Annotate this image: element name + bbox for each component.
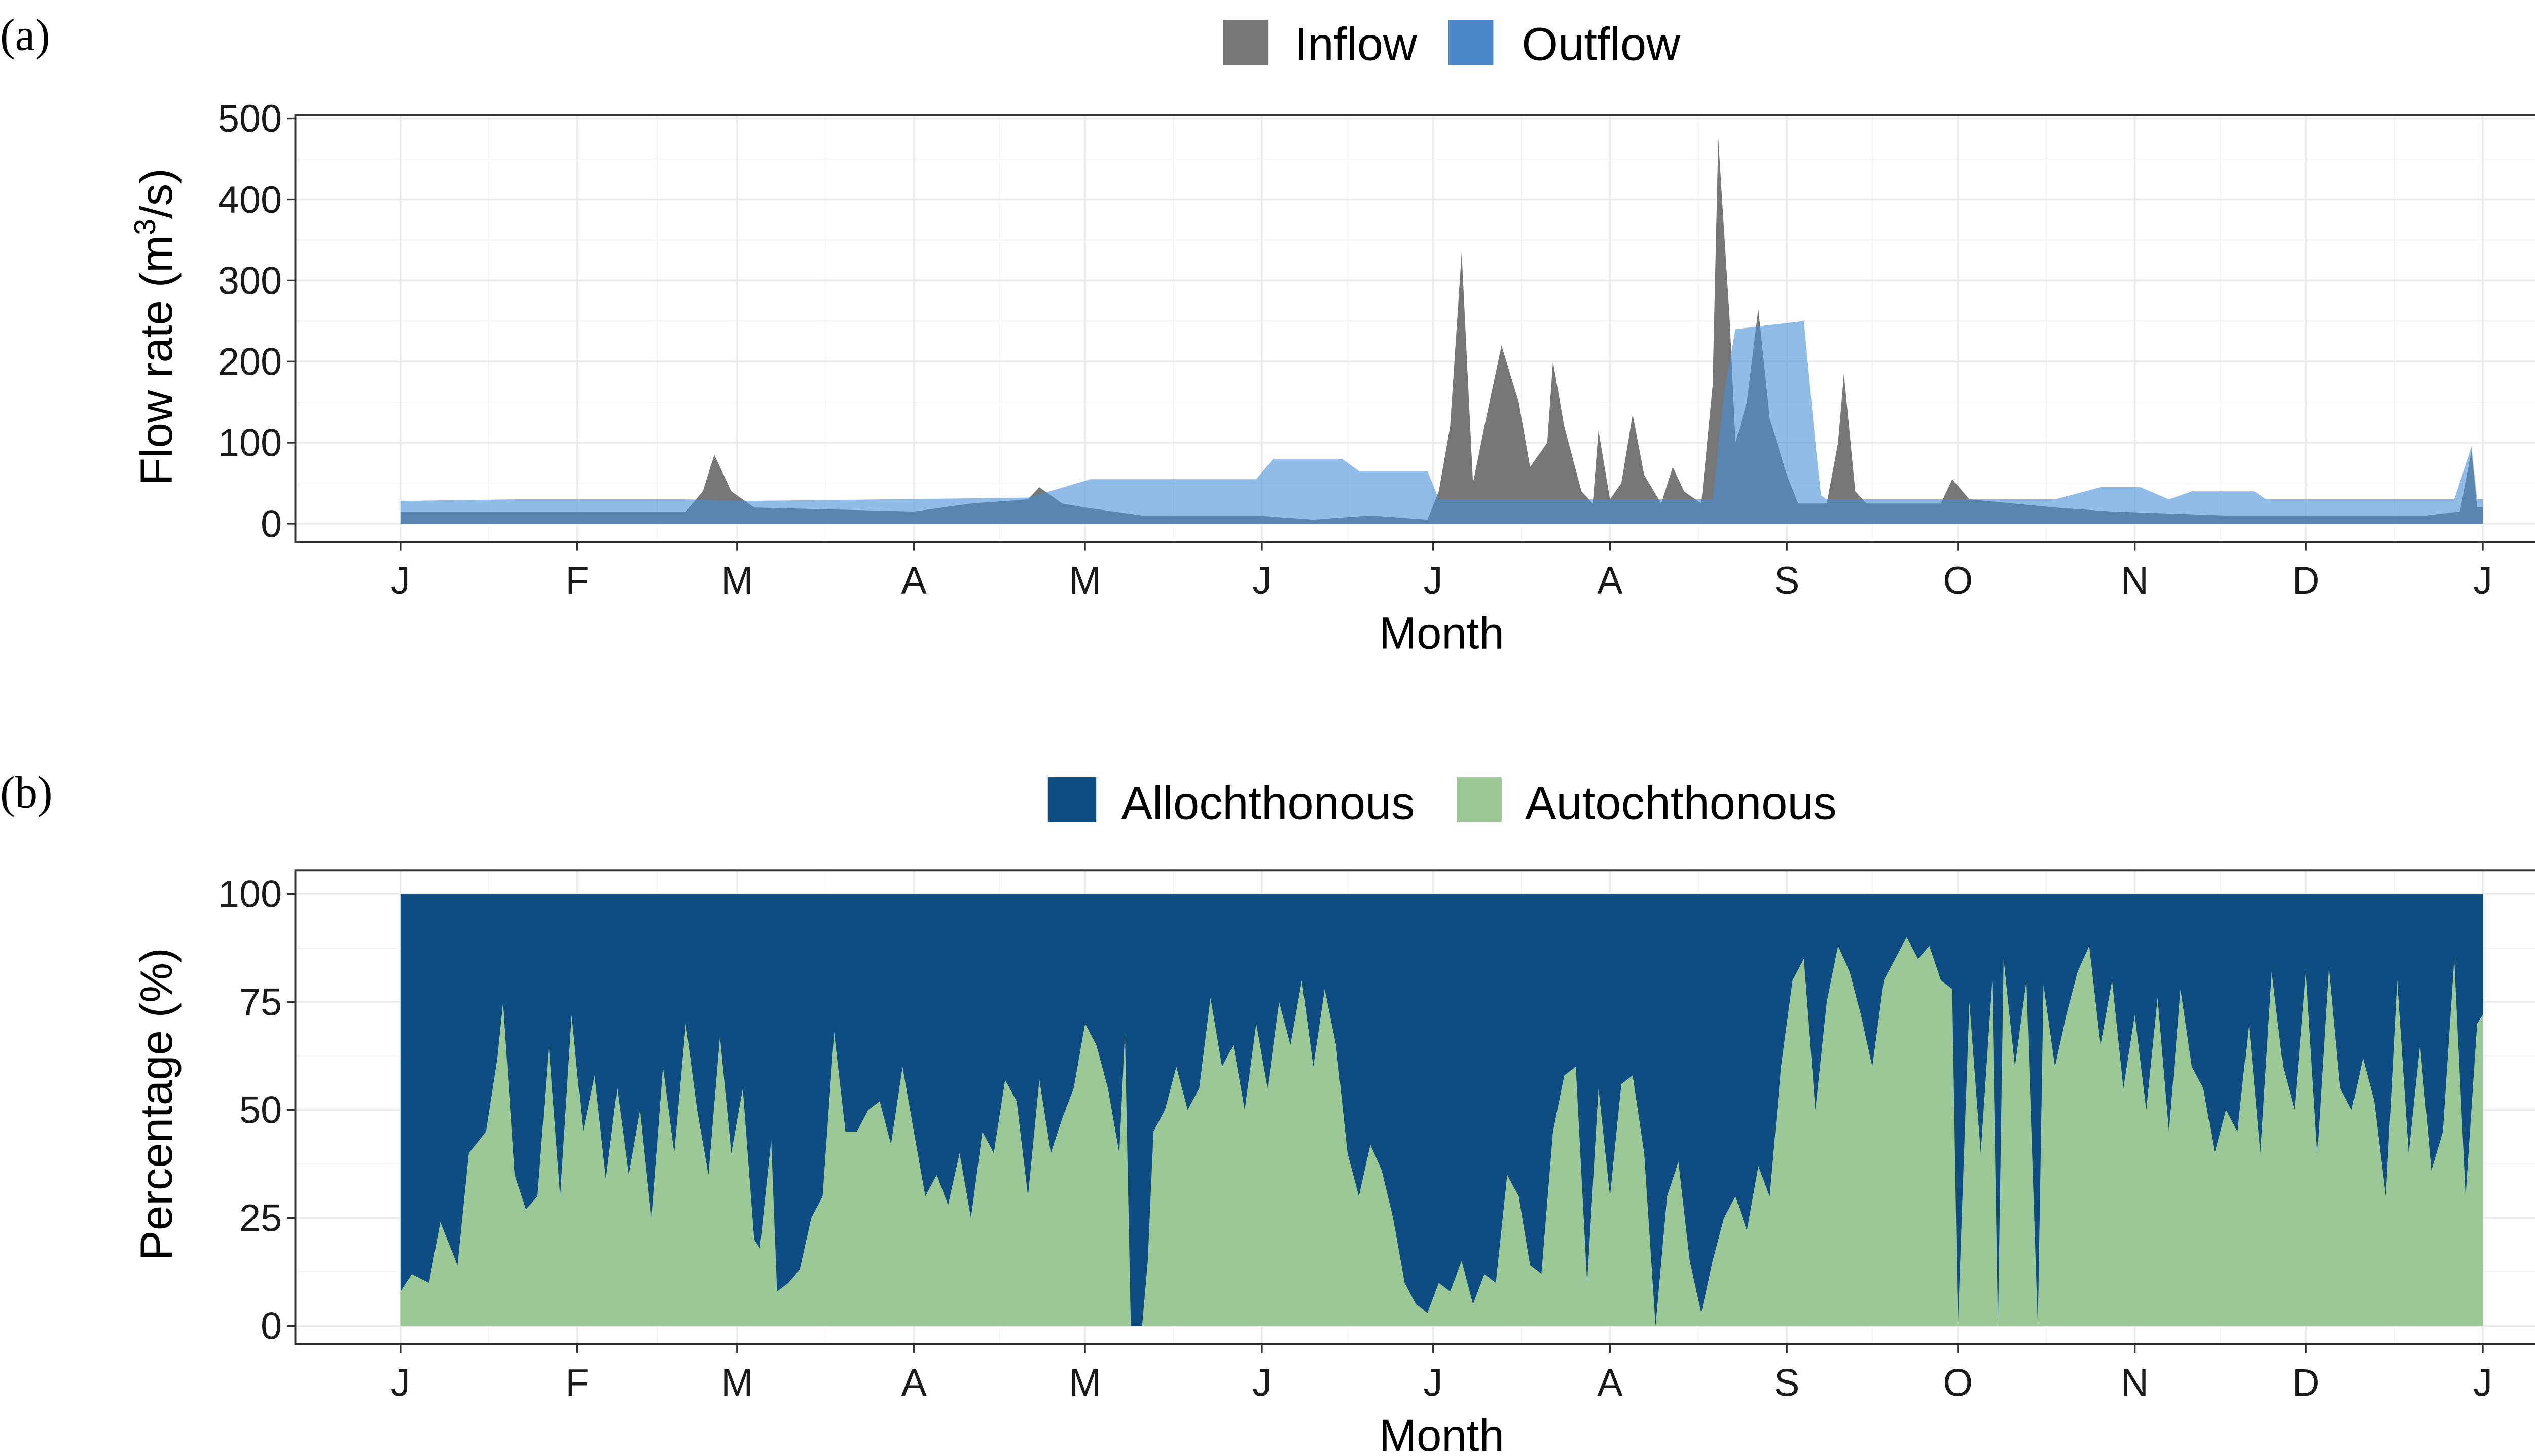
y-tick-label: 0 (261, 1305, 282, 1348)
legend-swatch-autochthonous (1457, 777, 1502, 822)
y-axis-title-a: Flow rate (m3/s) (128, 168, 182, 485)
x-tick-label: J (1252, 1362, 1272, 1405)
y-tick-label: 100 (218, 421, 282, 464)
x-tick-label: J (2473, 559, 2492, 602)
y-tick-label: 0 (261, 502, 282, 545)
legend-swatch-inflow (1223, 20, 1269, 65)
x-tick-label: J (2473, 1362, 2492, 1405)
autochthonous-area (400, 937, 2483, 1326)
x-tick-label: S (1774, 1362, 1799, 1405)
legend-swatch-outflow (1448, 20, 1494, 65)
legend-label-outflow: Outflow (1522, 18, 1680, 70)
y-tick-label: 300 (218, 260, 282, 303)
y-tick-label: 25 (239, 1197, 282, 1240)
y-tick-label: 400 (218, 178, 282, 222)
y-tick-label: 100 (218, 873, 282, 916)
x-tick-label: M (721, 1362, 753, 1405)
x-tick-label: J (1424, 559, 1443, 602)
x-tick-label: S (1774, 559, 1799, 602)
x-tick-label: O (1943, 559, 1973, 602)
legend-label-allochthonous: Allochthonous (1121, 777, 1415, 829)
y-tick-label: 50 (239, 1089, 282, 1132)
panel-border (294, 114, 2535, 543)
x-axis-title-a: Month (1379, 608, 1504, 659)
x-tick-label: A (901, 559, 927, 602)
panel-a-label: (a) (0, 11, 50, 60)
legend-swatch-allochthonous (1047, 777, 1097, 822)
panel-background (295, 115, 2535, 542)
y-axis-title-b: Percentage (%) (131, 948, 182, 1260)
x-tick-label: N (2121, 559, 2149, 602)
x-tick-label: O (1943, 1362, 1973, 1405)
x-tick-label: J (391, 559, 410, 602)
y-tick-label: 500 (218, 97, 282, 140)
x-tick-label: D (2292, 559, 2320, 602)
x-tick-label: J (391, 1362, 410, 1405)
x-tick-label: F (566, 559, 589, 602)
x-axis-title-b: Month (1379, 1410, 1504, 1456)
y-tick-label: 200 (218, 341, 282, 384)
y-tick-label: 75 (239, 981, 282, 1024)
legend-label-autochthonous: Autochthonous (1525, 777, 1837, 829)
x-tick-label: M (721, 559, 753, 602)
x-tick-label: F (566, 1362, 589, 1405)
plot-area-a: 0 100 200 300 400 500 J F M A M J J A S O N D J (218, 97, 2535, 602)
plot-area-b: 0 25 50 75 100 J F M A M J J A S O N D J (218, 869, 2535, 1405)
x-tick-label: J (1424, 1362, 1443, 1405)
x-tick-label: A (901, 1362, 927, 1405)
x-tick-label: M (1069, 559, 1101, 602)
panel-b-label: (b) (0, 768, 53, 817)
x-tick-label: J (1252, 559, 1272, 602)
x-tick-label: M (1069, 1362, 1101, 1405)
panel-border (294, 869, 2535, 1345)
x-tick-label: D (2292, 1362, 2320, 1405)
x-tick-label: A (1597, 559, 1623, 602)
x-tick-label: A (1597, 1362, 1623, 1405)
legend-label-inflow: Inflow (1295, 18, 1417, 70)
x-tick-label: N (2121, 1362, 2149, 1405)
outflow-area (400, 321, 2483, 524)
